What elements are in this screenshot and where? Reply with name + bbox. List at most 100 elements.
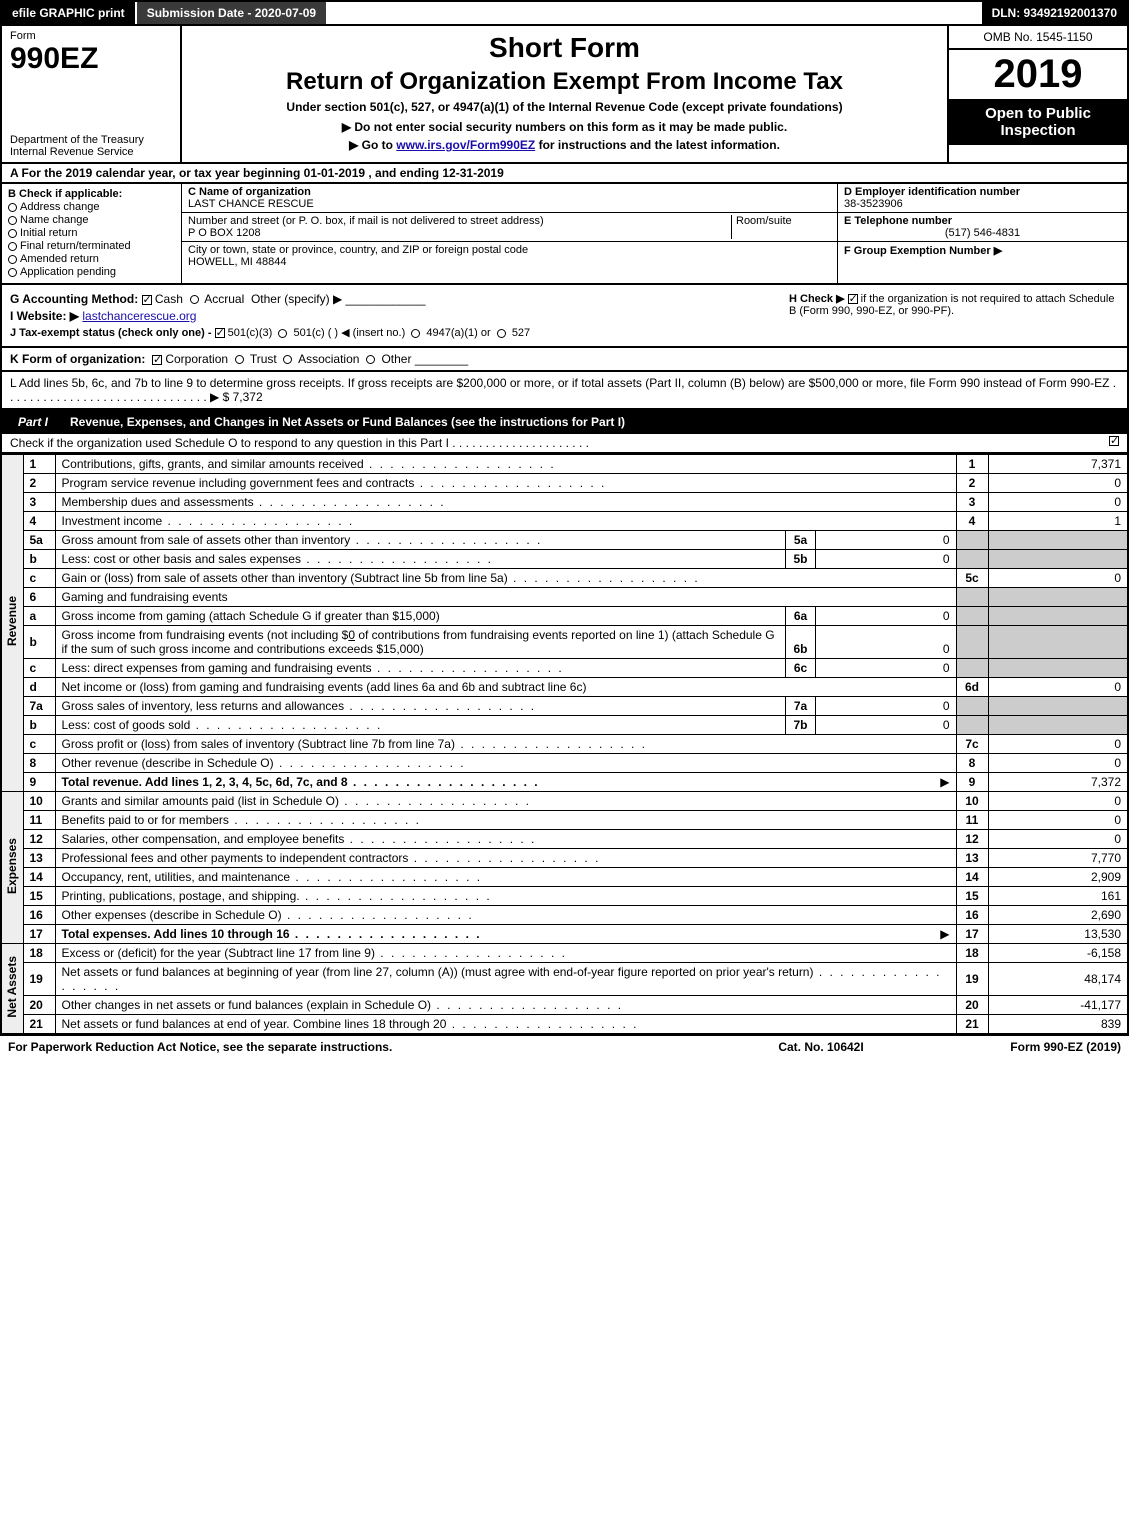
f-label: F Group Exemption Number ▶ (844, 245, 1002, 257)
return-title: Return of Organization Exempt From Incom… (192, 68, 937, 96)
line-21: 21Net assets or fund balances at end of … (1, 1015, 1128, 1035)
spacer (326, 2, 981, 24)
footer-form-ref: Form 990-EZ (2019) (921, 1040, 1121, 1054)
entity-right: D Employer identification number 38-3523… (837, 184, 1127, 283)
expenses-side-label: Expenses (1, 792, 23, 944)
chk-final-return[interactable]: Final return/terminated (8, 240, 175, 252)
header-right: OMB No. 1545-1150 2019 Open to Public In… (947, 26, 1127, 162)
topbar: efile GRAPHIC print Submission Date - 20… (0, 0, 1129, 26)
line-16: 16Other expenses (describe in Schedule O… (1, 906, 1128, 925)
part1-check-o: Check if the organization used Schedule … (0, 434, 1129, 454)
room-label: Room/suite (736, 215, 792, 227)
line-11: 11Benefits paid to or for members110 (1, 811, 1128, 830)
chk-initial-return[interactable]: Initial return (8, 227, 175, 239)
footer-left: For Paperwork Reduction Act Notice, see … (8, 1040, 721, 1054)
chk-address-change[interactable]: Address change (8, 201, 175, 213)
line-14: 14Occupancy, rent, utilities, and mainte… (1, 868, 1128, 887)
chk-h[interactable] (848, 294, 858, 304)
netassets-side-label: Net Assets (1, 944, 23, 1035)
part1-label: Part I (8, 413, 58, 431)
line-12: 12Salaries, other compensation, and empl… (1, 830, 1128, 849)
chk-other[interactable] (366, 355, 375, 364)
page-footer: For Paperwork Reduction Act Notice, see … (0, 1035, 1129, 1058)
irs-link[interactable]: www.irs.gov/Form990EZ (396, 138, 535, 152)
submission-date: Submission Date - 2020-07-09 (137, 2, 326, 24)
form-header: Form 990EZ Department of the Treasury In… (0, 26, 1129, 164)
line-2: 2Program service revenue including gover… (1, 474, 1128, 493)
chk-name-change[interactable]: Name change (8, 214, 175, 226)
department: Department of the Treasury (10, 134, 172, 146)
line-6c: cLess: direct expenses from gaming and f… (1, 659, 1128, 678)
line-3: 3Membership dues and assessments30 (1, 493, 1128, 512)
line-7b: bLess: cost of goods sold7b0 (1, 716, 1128, 735)
chk-accrual[interactable] (190, 295, 199, 304)
chk-schedule-o[interactable] (1109, 436, 1119, 446)
chk-amended-return[interactable]: Amended return (8, 253, 175, 265)
line-6d: dNet income or (loss) from gaming and fu… (1, 678, 1128, 697)
addr-label: Number and street (or P. O. box, if mail… (188, 215, 544, 227)
row-k-org-type: K Form of organization: Corporation Trus… (0, 348, 1129, 372)
chk-527[interactable] (497, 329, 506, 338)
row-g-accounting: H Check ▶ if the organization is not req… (10, 292, 1119, 306)
part1-table: Revenue 1Contributions, gifts, grants, a… (0, 454, 1129, 1035)
under-section: Under section 501(c), 527, or 4947(a)(1)… (192, 100, 937, 114)
org-city: HOWELL, MI 48844 (188, 256, 286, 268)
section-a-tax-year: A For the 2019 calendar year, or tax yea… (0, 164, 1129, 184)
chk-501c3[interactable] (215, 328, 225, 338)
chk-application-pending[interactable]: Application pending (8, 266, 175, 278)
row-j-tax-exempt: J Tax-exempt status (check only one) - 5… (10, 326, 1119, 339)
website-link[interactable]: lastchancerescue.org (82, 309, 196, 323)
line-7a: 7aGross sales of inventory, less returns… (1, 697, 1128, 716)
irs: Internal Revenue Service (10, 146, 172, 158)
chk-4947[interactable] (411, 329, 420, 338)
line-18: Net Assets 18Excess or (deficit) for the… (1, 944, 1128, 963)
header-left: Form 990EZ Department of the Treasury In… (2, 26, 182, 162)
line-5a: 5aGross amount from sale of assets other… (1, 531, 1128, 550)
line-6: 6Gaming and fundraising events (1, 588, 1128, 607)
open-public-badge: Open to Public Inspection (949, 99, 1127, 145)
line-1: Revenue 1Contributions, gifts, grants, a… (1, 455, 1128, 474)
line-6b: bGross income from fundraising events (n… (1, 626, 1128, 659)
omb-number: OMB No. 1545-1150 (949, 26, 1127, 50)
phone: (517) 546-4831 (844, 227, 1121, 239)
line-7c: cGross profit or (loss) from sales of in… (1, 735, 1128, 754)
line-19: 19Net assets or fund balances at beginni… (1, 963, 1128, 996)
entity-block: B Check if applicable: Address change Na… (0, 184, 1129, 285)
line-4: 4Investment income41 (1, 512, 1128, 531)
efile-print-button[interactable]: efile GRAPHIC print (2, 2, 137, 24)
line-13: 13Professional fees and other payments t… (1, 849, 1128, 868)
line-15: 15Printing, publications, postage, and s… (1, 887, 1128, 906)
line-5c: cGain or (loss) from sale of assets othe… (1, 569, 1128, 588)
org-name: LAST CHANCE RESCUE (188, 198, 314, 210)
short-form-title: Short Form (192, 32, 937, 64)
header-center: Short Form Return of Organization Exempt… (182, 26, 947, 162)
c-label: C Name of organization (188, 186, 311, 198)
chk-trust[interactable] (235, 355, 244, 364)
revenue-side-label: Revenue (1, 455, 23, 792)
part1-title: Revenue, Expenses, and Changes in Net As… (70, 415, 625, 429)
notice-post: for instructions and the latest informat… (535, 138, 780, 152)
notice-pre: ▶ Go to (349, 138, 396, 152)
row-l-gross-receipts: L Add lines 5b, 6c, and 7b to line 9 to … (0, 372, 1129, 410)
line-20: 20Other changes in net assets or fund ba… (1, 996, 1128, 1015)
line-8: 8Other revenue (describe in Schedule O)8… (1, 754, 1128, 773)
city-label: City or town, state or province, country… (188, 244, 528, 256)
notice-ssn: ▶ Do not enter social security numbers o… (192, 120, 937, 134)
notice-goto: ▶ Go to www.irs.gov/Form990EZ for instru… (192, 138, 937, 152)
chk-cash[interactable] (142, 295, 152, 305)
chk-corp[interactable] (152, 355, 162, 365)
chk-501c[interactable] (278, 329, 287, 338)
dln: DLN: 93492192001370 (982, 2, 1127, 24)
section-b-checkboxes: B Check if applicable: Address change Na… (2, 184, 182, 283)
chk-assoc[interactable] (283, 355, 292, 364)
org-address: P O BOX 1208 (188, 227, 261, 239)
line-17: 17Total expenses. Add lines 10 through 1… (1, 925, 1128, 944)
d-label: D Employer identification number (844, 186, 1020, 198)
e-label: E Telephone number (844, 215, 952, 227)
line-5b: bLess: cost or other basis and sales exp… (1, 550, 1128, 569)
meta-block: H Check ▶ if the organization is not req… (0, 285, 1129, 348)
line-10: Expenses 10Grants and similar amounts pa… (1, 792, 1128, 811)
form-label: Form (10, 30, 172, 42)
ein: 38-3523906 (844, 198, 903, 210)
tax-year: 2019 (949, 50, 1127, 99)
